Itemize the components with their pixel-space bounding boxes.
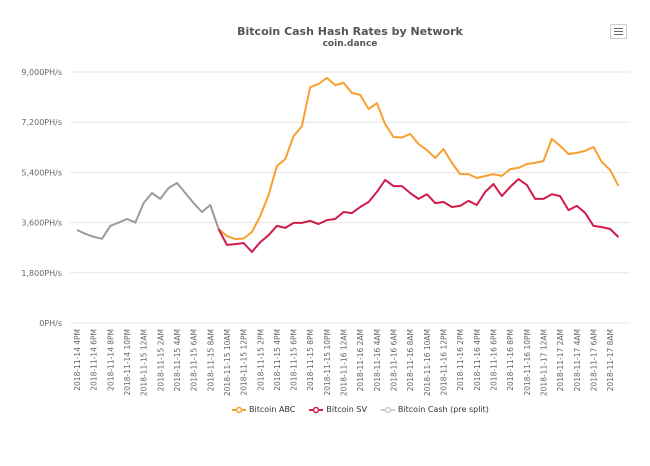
x-tick-label: 2018-11-16 2AM <box>356 329 365 391</box>
x-tick-label: 2018-11-16 6PM <box>490 329 499 391</box>
legend-marker-icon <box>380 406 395 413</box>
x-tick-label: 2018-11-14 10PM <box>123 329 132 396</box>
x-tick-label: 2018-11-16 4PM <box>473 329 482 391</box>
legend-label: Bitcoin Cash (pre split) <box>397 405 489 414</box>
x-tick-label: 2018-11-15 2PM <box>256 329 265 391</box>
x-tick-label: 2018-11-15 12AM <box>140 329 149 396</box>
y-tick-label: 1,800PH/s <box>21 269 62 278</box>
chart-title: Bitcoin Cash Hash Rates by Network <box>237 25 463 38</box>
x-tick-label: 2018-11-16 8AM <box>406 329 415 391</box>
y-tick-label: 3,600PH/s <box>21 219 62 228</box>
x-tick-label: 2018-11-15 4PM <box>273 329 282 391</box>
x-tick-label: 2018-11-16 12AM <box>340 329 349 396</box>
x-tick-label: 2018-11-15 10AM <box>223 329 232 396</box>
x-tick-label: 2018-11-17 2AM <box>556 329 565 391</box>
legend-item-pre-split[interactable]: Bitcoin Cash (pre split) <box>380 405 489 414</box>
x-tick-label: 2018-11-16 12PM <box>440 329 449 396</box>
menu-icon-bar <box>614 34 623 35</box>
y-tick-label: 7,200PH/s <box>21 118 62 127</box>
x-tick-label: 2018-11-15 10PM <box>323 329 332 396</box>
x-tick-label: 2018-11-15 8PM <box>306 329 315 391</box>
chart-subtitle: coin.dance <box>322 39 378 49</box>
series-line-bitcoin-sv <box>217 178 620 253</box>
x-tick-label: 2018-11-16 10PM <box>523 329 532 396</box>
legend-marker-icon <box>309 406 324 413</box>
x-tick-label: 2018-11-17 8AM <box>606 329 615 391</box>
x-tick-label: 2018-11-17 12AM <box>539 329 548 396</box>
legend-item-sv[interactable]: Bitcoin SV <box>309 405 367 414</box>
x-tick-label: 2018-11-14 8PM <box>106 329 115 391</box>
menu-icon <box>614 28 623 29</box>
x-tick-label: 2018-11-16 2PM <box>456 329 465 391</box>
x-tick-label: 2018-11-15 4AM <box>173 329 182 391</box>
legend: Bitcoin ABC Bitcoin SV Bitcoin Cash (pre… <box>232 405 489 414</box>
legend-item-abc[interactable]: Bitcoin ABC <box>232 405 295 414</box>
x-tick-label: 2018-11-17 6AM <box>589 329 598 391</box>
menu-icon-bar <box>614 31 623 32</box>
x-tick-label: 2018-11-16 4AM <box>373 329 382 391</box>
x-tick-label: 2018-11-15 8AM <box>206 329 215 391</box>
y-tick-label: 5,400PH/s <box>21 168 62 177</box>
y-tick-label: 9,000PH/s <box>21 68 62 77</box>
legend-marker-icon <box>232 406 246 413</box>
series-line-bitcoin-abc <box>217 76 620 241</box>
x-tick-label: 2018-11-16 6AM <box>390 329 399 391</box>
x-tick-label: 2018-11-15 6PM <box>290 329 299 391</box>
x-tick-label: 2018-11-15 12PM <box>240 329 249 396</box>
y-tick-label: 0PH/s <box>39 319 62 328</box>
legend-label: Bitcoin ABC <box>249 405 296 414</box>
x-tick-label: 2018-11-15 6AM <box>190 329 199 391</box>
chart-menu-button[interactable] <box>610 24 627 39</box>
x-tick-label: 2018-11-15 2AM <box>156 329 165 391</box>
x-tick-label: 2018-11-16 10AM <box>423 329 432 396</box>
x-tick-label: 2018-11-14 4PM <box>73 329 82 391</box>
legend-label: Bitcoin SV <box>326 405 367 414</box>
x-tick-label: 2018-11-14 6PM <box>90 329 99 391</box>
x-tick-label: 2018-11-17 4AM <box>573 329 582 391</box>
plot-area: 0PH/s 1,800PH/s 3,600PH/s 5,400PH/s 7,200PH/… <box>21 68 630 396</box>
series-line-bitcoin-cash-pre-split- <box>76 182 220 240</box>
x-tick-label: 2018-11-16 8PM <box>506 329 515 391</box>
